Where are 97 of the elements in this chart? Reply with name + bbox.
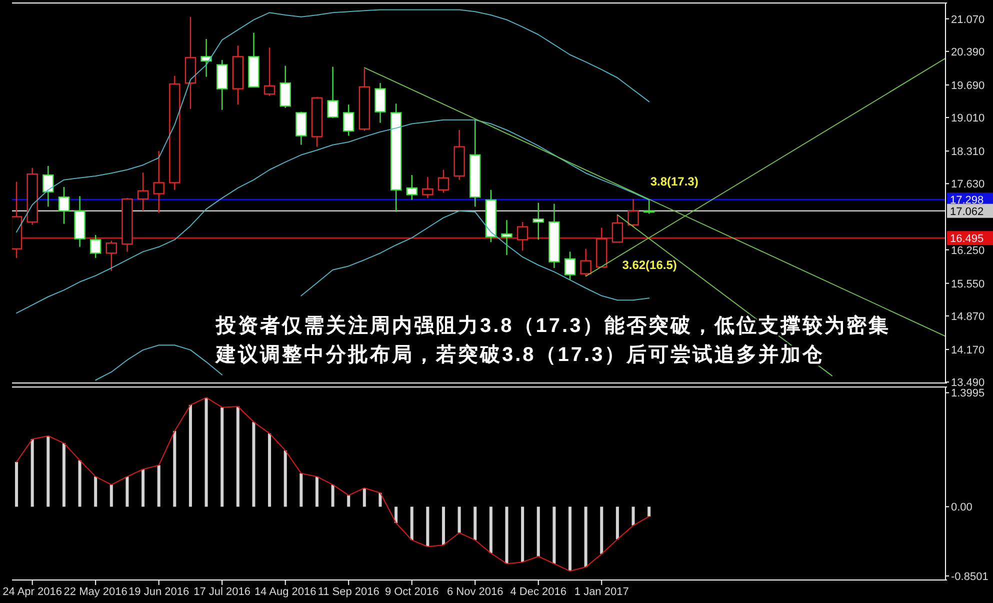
y-tick-label: 17.630 <box>951 178 985 191</box>
candlestick <box>501 219 512 256</box>
bar <box>394 506 398 523</box>
candlestick <box>216 59 228 110</box>
bar <box>220 407 224 507</box>
bar <box>552 506 556 564</box>
y-tick-label: 21.070 <box>951 14 985 26</box>
bar <box>505 506 508 564</box>
x-tick-label: 11 Sep 2016 <box>318 586 380 598</box>
bar <box>126 476 129 507</box>
bar <box>46 436 50 507</box>
bar <box>300 473 303 507</box>
y-tick-label: -0.8501 <box>951 570 988 583</box>
bar <box>600 506 604 554</box>
bar <box>489 506 492 554</box>
bar <box>410 506 414 540</box>
y-tick-label: 16.250 <box>951 244 985 257</box>
bar <box>474 506 477 540</box>
candlestick <box>106 240 117 272</box>
candlestick <box>42 165 54 208</box>
bar <box>521 506 524 562</box>
candlestick <box>280 65 291 109</box>
candlestick <box>612 214 624 243</box>
candlestick <box>374 82 386 124</box>
annotation: 3.8(17.3) <box>650 174 698 188</box>
y-tick-label: 15.550 <box>951 278 985 290</box>
bar <box>173 430 176 507</box>
candlestick <box>643 199 655 214</box>
candlestick <box>343 104 354 136</box>
x-tick-label: 1 Jan 2017 <box>574 586 629 598</box>
candlestick <box>422 176 434 199</box>
candlestick <box>628 198 639 228</box>
bar <box>362 488 366 507</box>
bar <box>458 506 461 533</box>
bar <box>188 404 192 507</box>
x-tick-label: 24 Apr 2016 <box>2 586 62 598</box>
candlestick <box>153 150 164 214</box>
x-tick-label: 6 Nov 2016 <box>446 586 504 598</box>
y-tick-label: 20.390 <box>951 46 985 58</box>
candlestick <box>264 46 276 97</box>
x-tick-label: 14 Aug 2016 <box>254 586 316 598</box>
y-tick-label: 14.170 <box>951 344 985 356</box>
candlestick <box>58 186 70 225</box>
y-tick-label: 1.3995 <box>951 388 985 400</box>
candlestick <box>296 111 307 146</box>
bar <box>568 506 572 572</box>
bar <box>204 398 208 507</box>
bar <box>648 506 651 516</box>
x-tick-label: 22 May 2016 <box>64 586 128 598</box>
bar <box>94 476 98 507</box>
ref-line-label: 17.298 <box>950 194 984 207</box>
x-tick-label: 19 Jun 2016 <box>128 586 190 598</box>
bar <box>378 492 382 507</box>
bar <box>62 443 66 507</box>
y-tick-label: 14.870 <box>951 310 985 323</box>
bar <box>632 506 635 526</box>
bar <box>30 439 34 507</box>
line-series <box>16 397 650 572</box>
x-tick-label: 17 Jul 2016 <box>194 586 251 598</box>
bar <box>616 506 619 540</box>
candlestick <box>137 172 149 212</box>
bar <box>536 506 540 556</box>
bar <box>157 465 160 507</box>
y-tick-label: 18.310 <box>951 146 985 158</box>
bar <box>268 433 272 507</box>
bar <box>236 406 240 507</box>
bar <box>142 469 145 507</box>
candlestick <box>200 38 212 78</box>
bar <box>284 450 287 507</box>
annotation: 3.62(16.5) <box>622 258 677 272</box>
candlestick <box>532 202 544 240</box>
bar <box>426 506 430 547</box>
bar <box>252 422 256 507</box>
candlestick <box>90 234 102 259</box>
ref-line-label: 17.062 <box>950 206 984 218</box>
bar <box>347 495 350 507</box>
candlestick <box>327 66 338 119</box>
y-tick-label: 19.010 <box>951 112 985 125</box>
y-tick-label: 19.690 <box>951 80 985 92</box>
bar <box>584 506 588 567</box>
candlestick <box>580 248 592 277</box>
annotation: 建议调整中分批布局，若突破3.8（17.3）后可尝试追多并加仓 <box>214 343 825 366</box>
candlestick <box>516 221 528 252</box>
bar <box>315 476 318 507</box>
x-tick-label: 4 Dec 2016 <box>510 586 566 598</box>
bar <box>78 460 82 507</box>
candlestick <box>564 251 576 281</box>
y-tick-label: 0.00 <box>951 502 972 514</box>
candlestick <box>406 174 418 201</box>
bar <box>110 484 113 507</box>
x-tick-label: 9 Oct 2016 <box>384 586 439 598</box>
candlestick <box>438 169 450 194</box>
ref-line-label: 16.495 <box>950 233 984 246</box>
y-tick-label: 13.490 <box>951 377 985 390</box>
bar <box>442 506 445 545</box>
bar <box>15 462 18 507</box>
bar <box>331 484 334 507</box>
